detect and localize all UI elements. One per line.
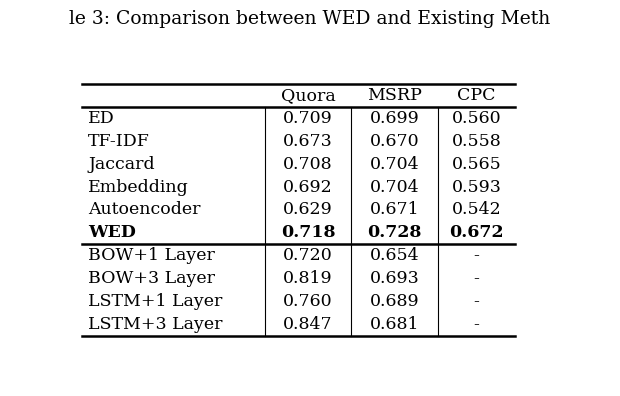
Text: TF-IDF: TF-IDF bbox=[88, 133, 150, 150]
Text: -: - bbox=[474, 247, 479, 264]
Text: 0.558: 0.558 bbox=[451, 133, 501, 150]
Text: 0.672: 0.672 bbox=[449, 224, 503, 241]
Text: 0.704: 0.704 bbox=[370, 156, 420, 173]
Text: 0.629: 0.629 bbox=[283, 202, 333, 218]
Text: -: - bbox=[474, 293, 479, 310]
Text: LSTM+1 Layer: LSTM+1 Layer bbox=[88, 293, 223, 310]
Text: WED: WED bbox=[88, 224, 136, 241]
Text: 0.709: 0.709 bbox=[283, 110, 333, 127]
Text: 0.670: 0.670 bbox=[370, 133, 420, 150]
Text: ED: ED bbox=[88, 110, 115, 127]
Text: le 3: Comparison between WED and Existing Meth: le 3: Comparison between WED and Existin… bbox=[69, 10, 551, 28]
Text: 0.718: 0.718 bbox=[281, 224, 335, 241]
Text: 0.671: 0.671 bbox=[370, 202, 420, 218]
Text: 0.692: 0.692 bbox=[283, 179, 333, 196]
Text: 0.704: 0.704 bbox=[370, 179, 420, 196]
Text: 0.699: 0.699 bbox=[370, 110, 420, 127]
Text: 0.847: 0.847 bbox=[283, 316, 333, 333]
Text: 0.760: 0.760 bbox=[283, 293, 333, 310]
Text: 0.689: 0.689 bbox=[370, 293, 420, 310]
Text: 0.708: 0.708 bbox=[283, 156, 333, 173]
Text: 0.681: 0.681 bbox=[370, 316, 419, 333]
Text: Autoencoder: Autoencoder bbox=[88, 202, 201, 218]
Text: LSTM+3 Layer: LSTM+3 Layer bbox=[88, 316, 223, 333]
Text: 0.673: 0.673 bbox=[283, 133, 333, 150]
Text: 0.693: 0.693 bbox=[370, 270, 420, 287]
Text: 0.560: 0.560 bbox=[451, 110, 501, 127]
Text: -: - bbox=[474, 316, 479, 333]
Text: 0.654: 0.654 bbox=[370, 247, 420, 264]
Text: 0.720: 0.720 bbox=[283, 247, 333, 264]
Text: 0.542: 0.542 bbox=[451, 202, 501, 218]
Text: 0.565: 0.565 bbox=[451, 156, 501, 173]
Text: BOW+3 Layer: BOW+3 Layer bbox=[88, 270, 215, 287]
Text: -: - bbox=[474, 270, 479, 287]
Text: BOW+1 Layer: BOW+1 Layer bbox=[88, 247, 215, 264]
Text: Jaccard: Jaccard bbox=[88, 156, 155, 173]
Text: Embedding: Embedding bbox=[88, 179, 189, 196]
Text: MSRP: MSRP bbox=[367, 87, 422, 104]
Text: 0.728: 0.728 bbox=[368, 224, 422, 241]
Text: 0.819: 0.819 bbox=[283, 270, 333, 287]
Text: CPC: CPC bbox=[457, 87, 495, 104]
Text: Quora: Quora bbox=[281, 87, 335, 104]
Text: 0.593: 0.593 bbox=[451, 179, 501, 196]
